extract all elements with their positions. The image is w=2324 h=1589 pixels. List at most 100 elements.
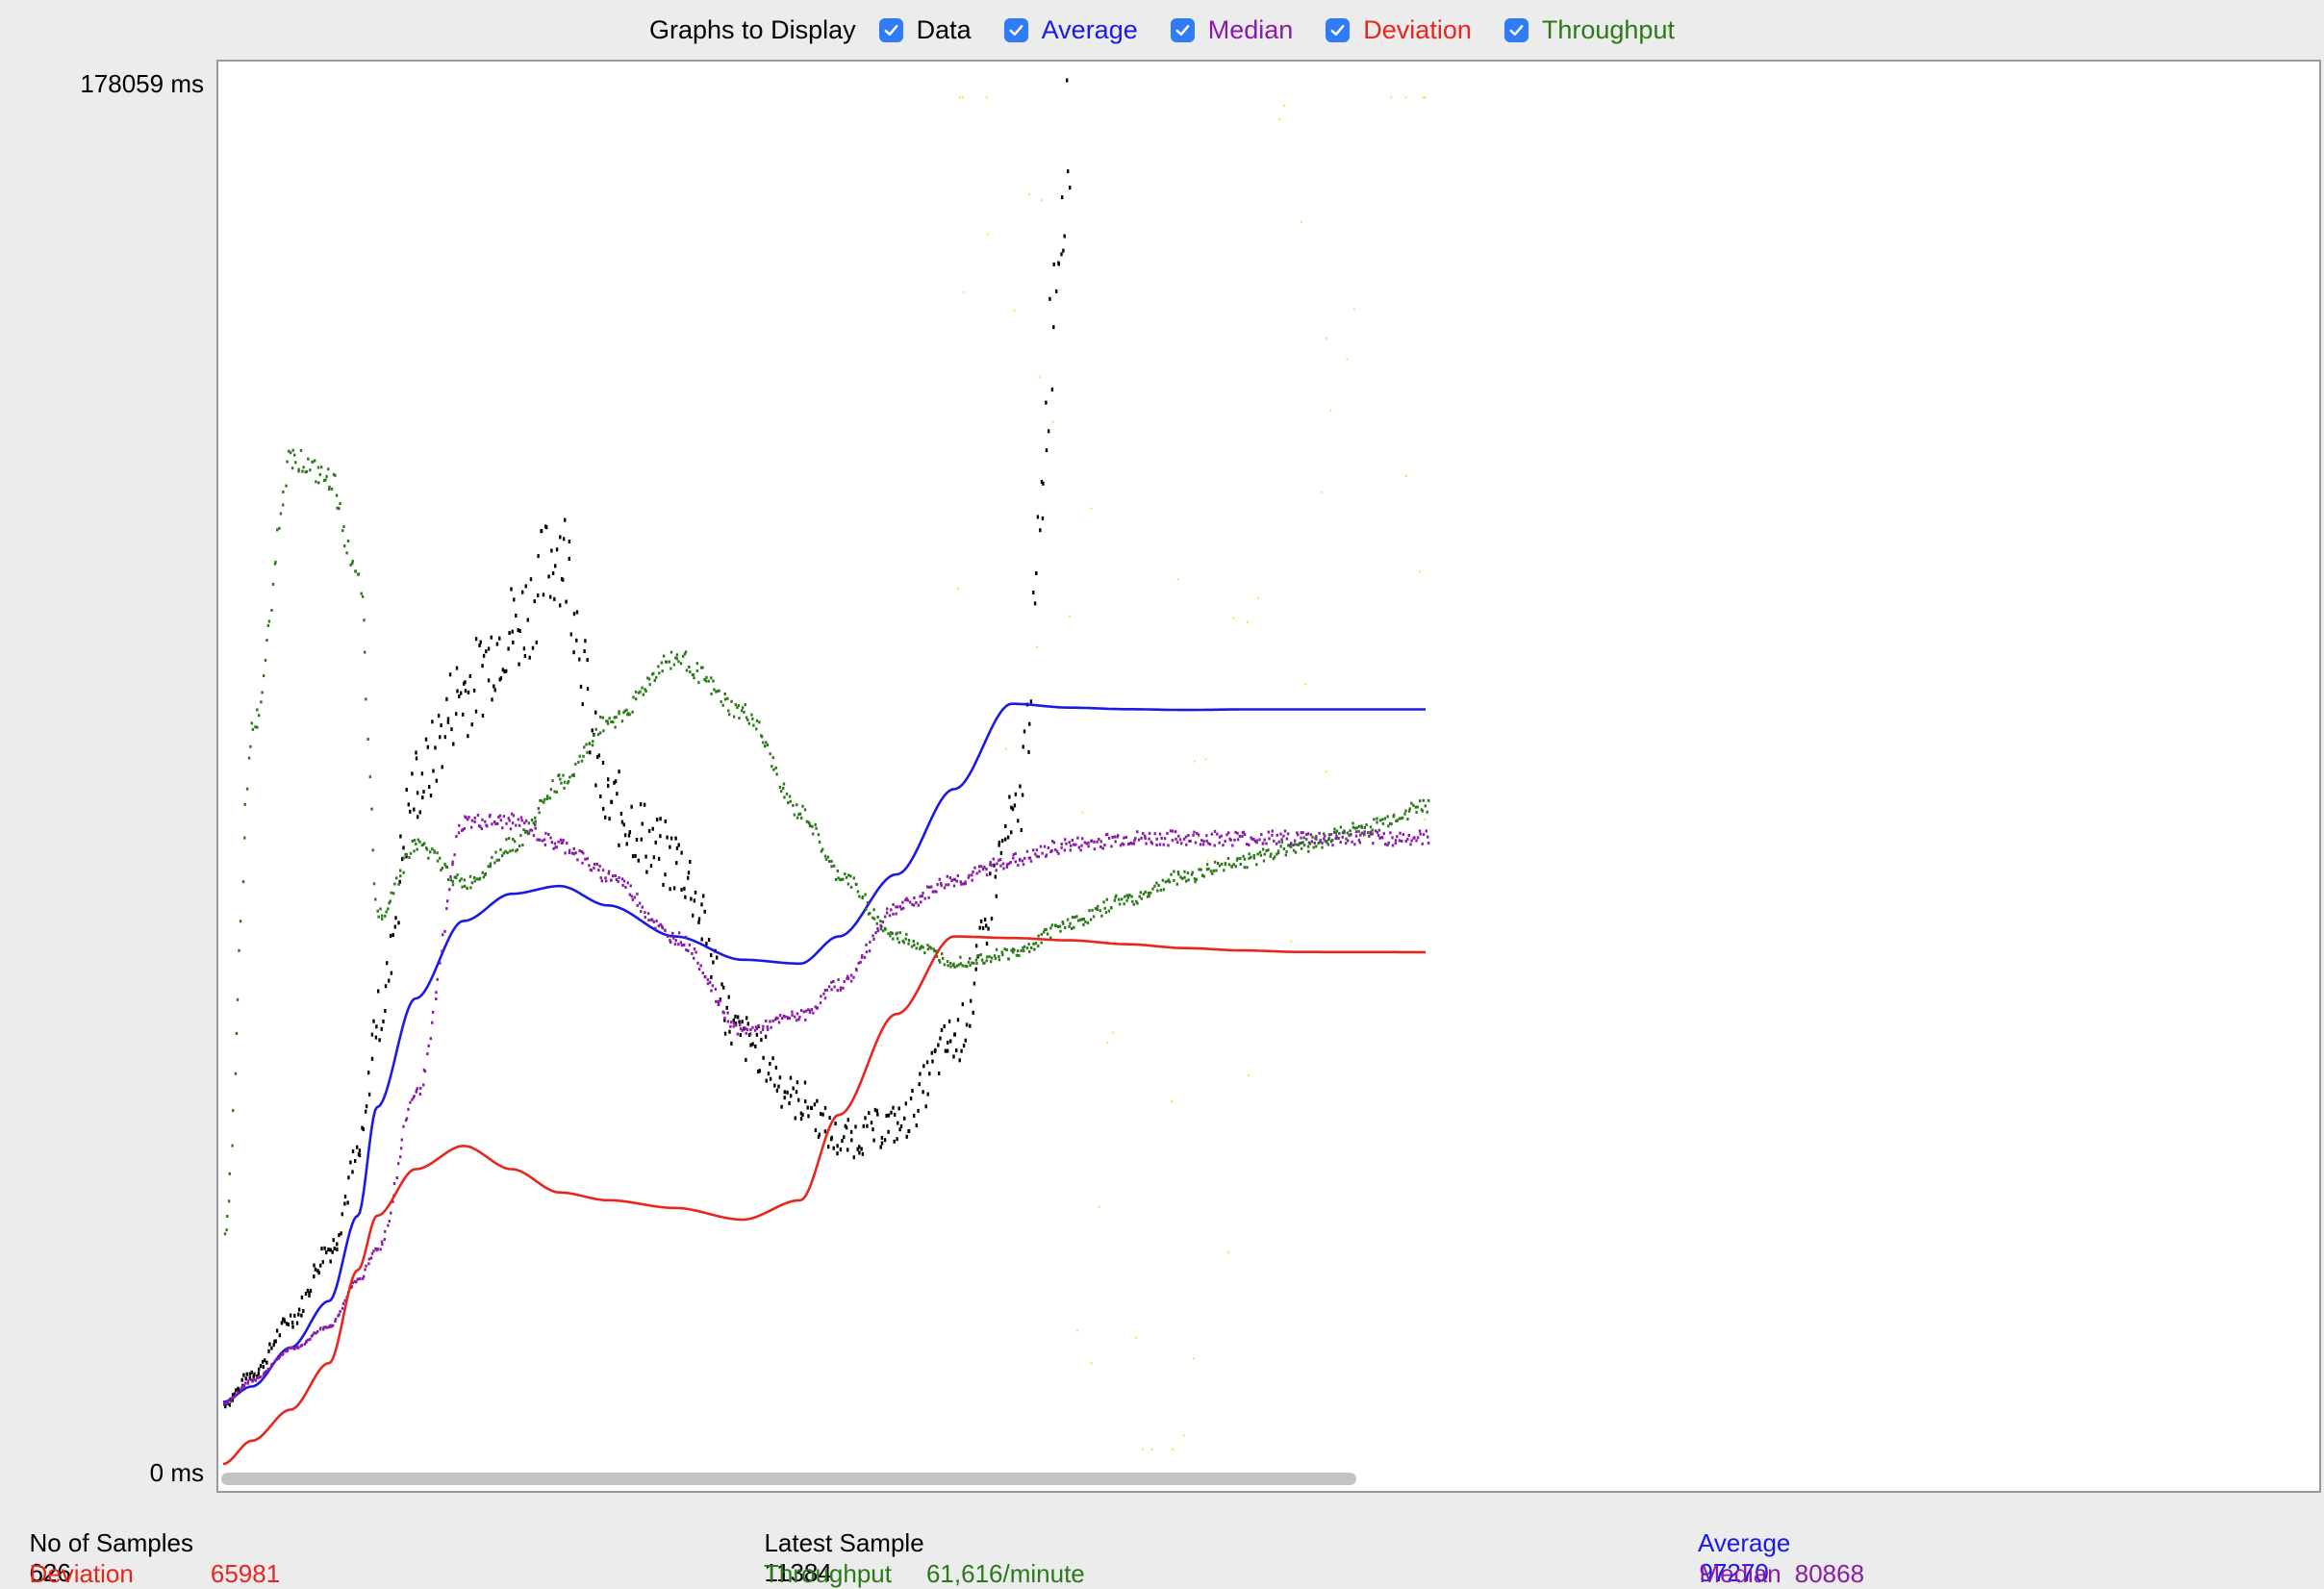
data-point [1401, 840, 1403, 843]
data-point [367, 1092, 371, 1097]
data-point [342, 525, 345, 528]
data-point [1074, 843, 1077, 846]
checkbox-deviation[interactable]: Deviation [1326, 15, 1472, 45]
data-point [602, 729, 605, 733]
data-point [618, 712, 620, 716]
data-point [1085, 842, 1088, 845]
data-point [805, 820, 809, 823]
data-point [1009, 861, 1012, 865]
data-point [938, 877, 941, 881]
data-point [1161, 878, 1165, 882]
checkbox-average[interactable]: Average [1003, 15, 1138, 45]
data-point [467, 734, 469, 739]
checkbox-throughput[interactable]: Throughput [1503, 15, 1675, 45]
data-point [1106, 1042, 1109, 1045]
data-point [723, 697, 727, 701]
data-point [964, 1038, 967, 1043]
data-point [1004, 747, 1007, 750]
data-point [351, 1149, 355, 1153]
data-point [1218, 835, 1222, 839]
data-point [675, 845, 679, 850]
data-point [608, 870, 611, 873]
data-point [701, 666, 704, 669]
data-point [497, 816, 500, 819]
data-point [1218, 841, 1221, 845]
data-point [1057, 925, 1060, 928]
data-point [1424, 96, 1427, 99]
data-point [231, 1144, 234, 1148]
data-point [1142, 893, 1146, 896]
checkmark-icon[interactable] [1326, 17, 1351, 42]
data-point [1023, 729, 1026, 734]
data-point [1063, 848, 1067, 852]
checkbox-median[interactable]: Median [1170, 15, 1293, 45]
data-point [417, 838, 419, 842]
data-point [789, 799, 792, 803]
data-point [346, 540, 350, 542]
data-point [250, 1370, 253, 1375]
data-point [1329, 409, 1332, 412]
data-point [610, 878, 613, 882]
data-point [930, 885, 933, 889]
data-point [1017, 864, 1020, 867]
data-point [464, 689, 467, 694]
data-point [1037, 934, 1040, 938]
data-point [300, 1295, 304, 1299]
data-point [409, 809, 412, 814]
data-point [431, 847, 434, 851]
data-point [674, 939, 677, 943]
data-point [1189, 840, 1192, 843]
data-point [255, 1376, 259, 1380]
data-point [1182, 1434, 1185, 1437]
data-point [487, 678, 491, 683]
data-point [732, 1018, 735, 1022]
data-point [593, 863, 596, 866]
data-point [257, 1372, 260, 1376]
horizontal-scrollbar[interactable] [221, 1473, 1356, 1485]
data-point [1271, 833, 1274, 837]
data-point [1407, 809, 1411, 813]
data-point [659, 834, 662, 839]
data-point [233, 1392, 237, 1397]
data-point [416, 847, 418, 851]
data-point [685, 668, 689, 672]
data-point [1054, 924, 1057, 927]
data-point [849, 979, 853, 983]
data-point [898, 1127, 901, 1132]
checkmark-icon[interactable] [878, 17, 903, 42]
data-point [497, 858, 500, 862]
data-point [718, 689, 720, 693]
data-point [426, 744, 429, 749]
checkmark-icon[interactable] [1003, 17, 1028, 42]
data-point [723, 1018, 726, 1022]
data-point [618, 769, 620, 774]
data-point [392, 892, 395, 895]
data-point [1382, 832, 1385, 836]
data-point [987, 926, 990, 931]
data-point [300, 1313, 303, 1318]
data-point [754, 1025, 758, 1029]
data-point [628, 830, 631, 834]
data-point [758, 1069, 761, 1073]
data-point [642, 693, 644, 696]
data-point [721, 985, 725, 990]
data-point [259, 1375, 262, 1378]
checkmark-icon[interactable] [1170, 17, 1195, 42]
checkmark-icon[interactable] [1503, 17, 1528, 42]
data-point [995, 947, 998, 951]
data-point [426, 1052, 429, 1056]
data-point [370, 1032, 374, 1037]
data-point [540, 529, 543, 534]
checkbox-data[interactable]: Data [878, 15, 972, 45]
data-point [1132, 842, 1136, 845]
data-point [904, 1101, 907, 1106]
data-point [905, 896, 908, 900]
data-point [644, 911, 646, 915]
data-point [308, 1291, 311, 1296]
data-point [794, 1015, 796, 1019]
data-point [1014, 852, 1017, 855]
data-point [952, 1054, 955, 1059]
data-point [625, 708, 628, 712]
data-point [922, 946, 924, 949]
data-point [1184, 835, 1188, 839]
